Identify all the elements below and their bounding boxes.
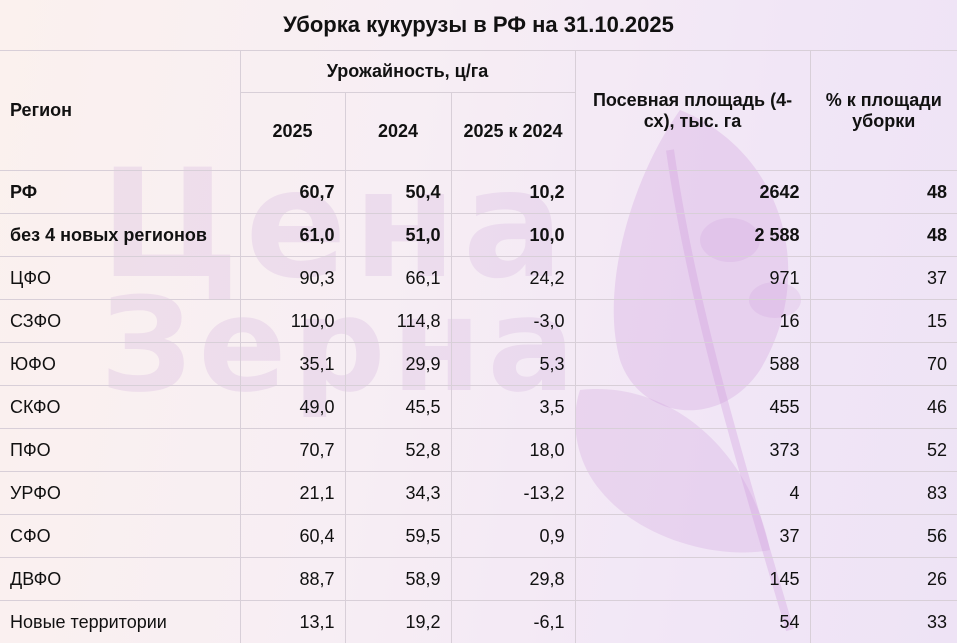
cell-pct: 70 (809, 342, 957, 386)
cell-region: РФ (0, 170, 241, 214)
header-area: Посевная площадь (4-сх), тыс. га (574, 50, 811, 171)
table-row: без 4 новых регионов 61,0 51,0 10,0 2 58… (0, 213, 957, 257)
cell-diff: 10,0 (450, 213, 576, 257)
cell-yield-2025: 70,7 (239, 428, 346, 472)
cell-region: СКФО (0, 385, 241, 429)
cell-pct: 83 (809, 471, 957, 515)
cell-diff: -3,0 (450, 299, 576, 343)
cell-area: 16 (574, 299, 811, 343)
table-row: УРФО 21,1 34,3 -13,2 4 83 (0, 471, 957, 515)
table-title: Уборка кукурузы в РФ на 31.10.2025 (0, 0, 957, 51)
cell-yield-2025: 60,7 (239, 170, 346, 214)
cell-yield-2024: 66,1 (344, 256, 452, 300)
table-row: РФ 60,7 50,4 10,2 2642 48 (0, 170, 957, 214)
cell-yield-2024: 29,9 (344, 342, 452, 386)
header-pct: % к площади уборки (809, 50, 957, 171)
cell-diff: 29,8 (450, 557, 576, 601)
cell-yield-2025: 35,1 (239, 342, 346, 386)
table-row: ДВФО 88,7 58,9 29,8 145 26 (0, 557, 957, 601)
header-diff: 2025 к 2024 (450, 92, 576, 171)
table-row: ЮФО 35,1 29,9 5,3 588 70 (0, 342, 957, 386)
cell-yield-2024: 58,9 (344, 557, 452, 601)
cell-area: 455 (574, 385, 811, 429)
cell-region: СЗФО (0, 299, 241, 343)
table-row: ЦФО 90,3 66,1 24,2 971 37 (0, 256, 957, 300)
cell-area: 54 (574, 600, 811, 643)
cell-region: ДВФО (0, 557, 241, 601)
cell-yield-2025: 21,1 (239, 471, 346, 515)
cell-area: 971 (574, 256, 811, 300)
cell-yield-2024: 51,0 (344, 213, 452, 257)
cell-area: 373 (574, 428, 811, 472)
cell-yield-2024: 50,4 (344, 170, 452, 214)
harvest-table: Регион Урожайность, ц/га Посевная площад… (0, 50, 957, 643)
header-region: Регион (0, 50, 241, 171)
cell-region: Новые территории (0, 600, 241, 643)
cell-pct: 15 (809, 299, 957, 343)
cell-diff: 3,5 (450, 385, 576, 429)
table-row: СКФО 49,0 45,5 3,5 455 46 (0, 385, 957, 429)
cell-diff: -13,2 (450, 471, 576, 515)
cell-diff: 24,2 (450, 256, 576, 300)
cell-pct: 48 (809, 213, 957, 257)
cell-area: 2 588 (574, 213, 811, 257)
cell-yield-2025: 61,0 (239, 213, 346, 257)
header-2025: 2025 (240, 92, 346, 171)
cell-region: СФО (0, 514, 241, 558)
cell-area: 145 (574, 557, 811, 601)
table-row: Новые территории 13,1 19,2 -6,1 54 33 (0, 600, 957, 643)
cell-yield-2024: 114,8 (344, 299, 452, 343)
cell-diff: 18,0 (450, 428, 576, 472)
cell-yield-2025: 60,4 (239, 514, 346, 558)
cell-yield-2024: 52,8 (344, 428, 452, 472)
table-row: СФО 60,4 59,5 0,9 37 56 (0, 514, 957, 558)
cell-yield-2025: 88,7 (239, 557, 346, 601)
cell-pct: 37 (809, 256, 957, 300)
cell-region: УРФО (0, 471, 241, 515)
cell-yield-2024: 19,2 (344, 600, 452, 643)
header-2024: 2024 (344, 92, 452, 171)
cell-pct: 46 (809, 385, 957, 429)
cell-area: 37 (574, 514, 811, 558)
cell-pct: 33 (809, 600, 957, 643)
cell-yield-2025: 49,0 (239, 385, 346, 429)
table-row: ПФО 70,7 52,8 18,0 373 52 (0, 428, 957, 472)
cell-diff: -6,1 (450, 600, 576, 643)
cell-region: ЮФО (0, 342, 241, 386)
cell-yield-2024: 34,3 (344, 471, 452, 515)
cell-pct: 56 (809, 514, 957, 558)
cell-yield-2024: 45,5 (344, 385, 452, 429)
cell-pct: 48 (809, 170, 957, 214)
cell-region: ПФО (0, 428, 241, 472)
cell-yield-2024: 59,5 (344, 514, 452, 558)
table-row: СЗФО 110,0 114,8 -3,0 16 15 (0, 299, 957, 343)
cell-yield-2025: 110,0 (239, 299, 346, 343)
cell-yield-2025: 13,1 (239, 600, 346, 643)
cell-pct: 52 (809, 428, 957, 472)
cell-pct: 26 (809, 557, 957, 601)
header-yield-group: Урожайность, ц/га (239, 50, 576, 93)
cell-diff: 10,2 (450, 170, 576, 214)
cell-area: 4 (574, 471, 811, 515)
cell-area: 2642 (574, 170, 811, 214)
cell-diff: 5,3 (450, 342, 576, 386)
cell-region: ЦФО (0, 256, 241, 300)
cell-area: 588 (574, 342, 811, 386)
cell-diff: 0,9 (450, 514, 576, 558)
cell-region: без 4 новых регионов (0, 213, 241, 257)
cell-yield-2025: 90,3 (239, 256, 346, 300)
